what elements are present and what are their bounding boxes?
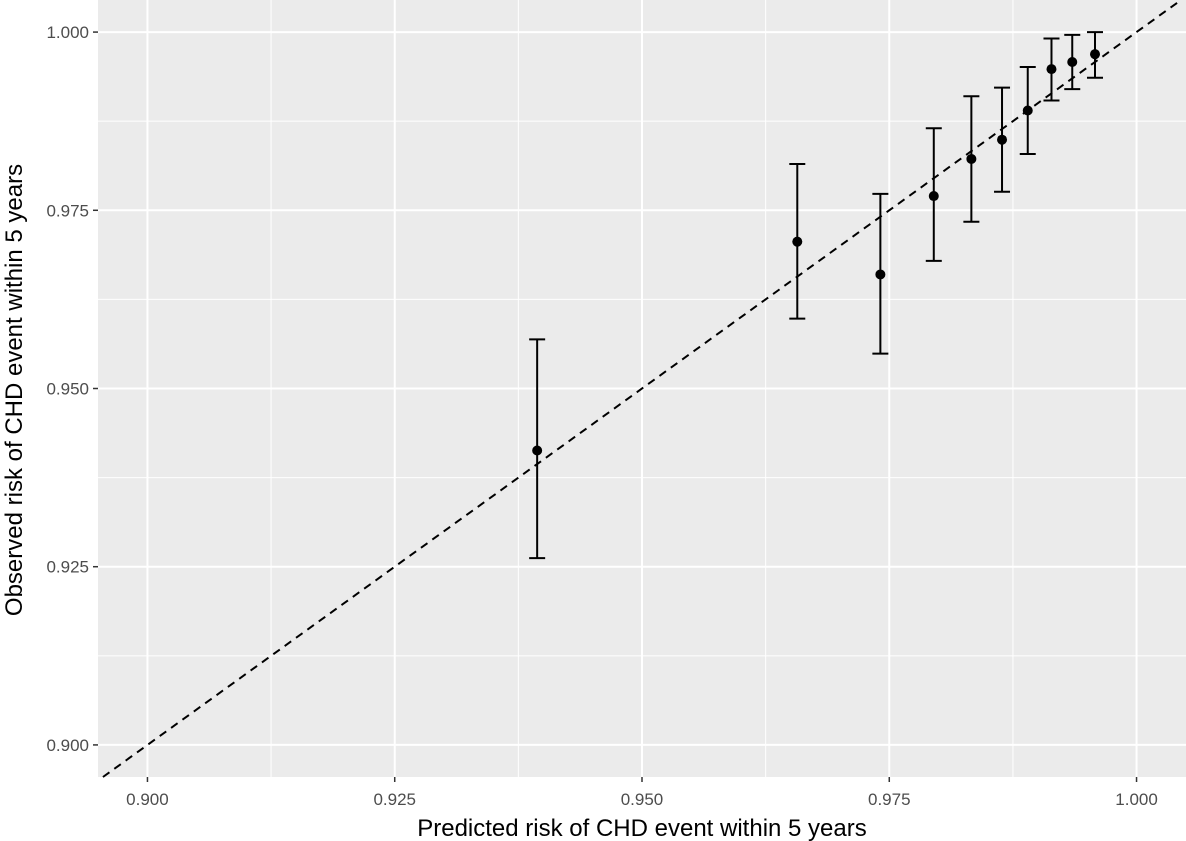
data-point-10	[1090, 49, 1101, 60]
x-tick-label: 0.925	[373, 790, 416, 809]
y-tick-label: 0.900	[46, 736, 89, 755]
x-axis-title: Predicted risk of CHD event within 5 yea…	[417, 815, 867, 841]
data-point-5	[966, 153, 977, 164]
y-tick-label: 1.000	[46, 23, 89, 42]
data-point-8	[1046, 64, 1057, 75]
y-axis-title: Observed risk of CHD event within 5 year…	[1, 164, 28, 616]
x-tick-label: 0.975	[868, 790, 911, 809]
y-tick-label: 0.975	[46, 201, 89, 220]
y-axis-ticks: 0.900 0.925 0.950 0.975 1.000	[46, 23, 98, 755]
data-point-3	[875, 269, 886, 280]
y-tick-label: 0.950	[46, 380, 89, 399]
data-point-4	[928, 191, 939, 202]
data-points	[532, 49, 1101, 456]
x-tick-label: 1.000	[1115, 790, 1158, 809]
x-tick-label: 0.900	[126, 790, 169, 809]
x-tick-label: 0.950	[621, 790, 664, 809]
y-tick-label: 0.925	[46, 558, 89, 577]
data-point-1	[532, 445, 543, 456]
data-point-9	[1067, 57, 1078, 68]
data-point-7	[1022, 105, 1033, 116]
data-point-2	[792, 236, 803, 247]
data-point-6	[997, 134, 1008, 145]
x-axis-ticks: 0.900 0.925 0.950 0.975 1.000	[126, 777, 1158, 809]
